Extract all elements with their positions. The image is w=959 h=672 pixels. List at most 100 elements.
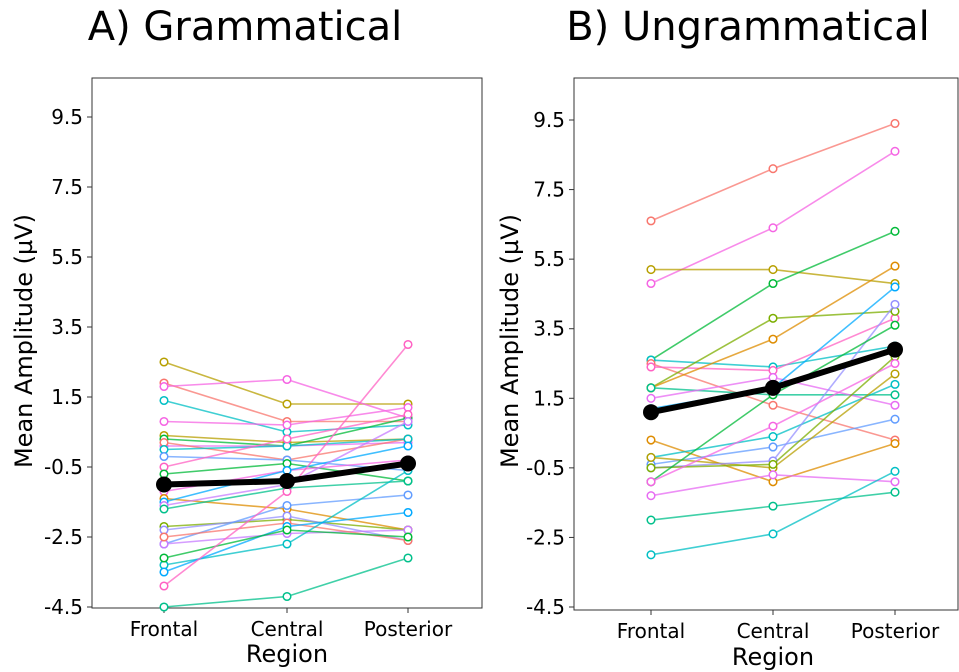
panel-b-participant-point: [890, 226, 900, 236]
panel-a-participant-point: [282, 525, 292, 535]
panel-a-participant-point: [282, 434, 292, 444]
panel-b-y-tick-label: 5.5: [533, 247, 565, 271]
panel-a-participant-point: [159, 381, 169, 392]
panel-b-participant-series: [646, 313, 900, 376]
panel-a-participant-point: [159, 504, 169, 514]
panel-a-participant-point: [403, 532, 413, 542]
panel-a-participant-point: [403, 507, 413, 518]
panel-a-x-axis: Frontal Central Posterior: [130, 608, 453, 641]
panel-a-participant-series: [159, 525, 413, 563]
panel-b-participant-point: [646, 265, 656, 275]
panel-b-participant-point: [890, 146, 900, 156]
panel-a-participant-series: [159, 374, 413, 423]
panel-b-participant-point: [768, 334, 778, 344]
panel-a-participant-point: [159, 567, 169, 577]
panel-a-participant-point: [282, 591, 292, 602]
panel-a-participant-point: [159, 581, 169, 591]
panel-a-participant-point: [159, 395, 169, 406]
panel-b-y-tick-label: -4.5: [526, 595, 565, 619]
panel-b-participant-point: [768, 223, 778, 233]
panel-b-plot-frame: [573, 77, 959, 611]
panel-b-participant-series: [646, 372, 900, 410]
panel-b-participant-point: [890, 487, 900, 497]
panel-a-y-tick-label: -0.5: [44, 455, 83, 479]
panel-a-participant-point: [403, 416, 413, 427]
panel-b-title: B) Ungrammatical: [566, 4, 930, 50]
panel-b-participant-series: [646, 435, 900, 487]
panel-b: B) Ungrammatical Mean Amplitude (µV) Reg…: [496, 4, 959, 671]
panel-b-participant-point: [890, 414, 900, 424]
panel-b-participant-point: [646, 362, 656, 372]
panel-b-participant-point: [768, 432, 778, 442]
panel-b-x-tick-label: Posterior: [851, 619, 940, 643]
panel-a-participant-point: [159, 357, 169, 367]
panel-b-participant-point: [768, 529, 778, 539]
panel-b-y-tick-label: 1.5: [533, 386, 565, 410]
panel-b-participant-point: [890, 299, 900, 309]
panel-b-participant-point: [890, 261, 900, 271]
panel-b-participant-point: [890, 379, 900, 389]
panel-b-participant-point: [646, 515, 656, 525]
panel-a-participant-series: [159, 402, 413, 430]
panel-b-participant-point: [890, 118, 900, 129]
panel-b-participant-point: [646, 383, 656, 393]
panel-b-participant-point: [646, 216, 656, 226]
panel-b-y-tick-label: -0.5: [526, 456, 565, 480]
panel-b-participant-point: [890, 358, 900, 369]
panel-b-participant-point: [768, 164, 778, 174]
panel-b-participant-series: [646, 487, 900, 525]
panel-a-participant-point: [403, 339, 413, 350]
panel-b-participant-point: [890, 466, 900, 476]
panel-b-mean-point: [643, 404, 659, 421]
panel-a-participant-point: [282, 500, 292, 511]
panel-b-participant-point: [646, 477, 656, 487]
panel-a-participant-series: [159, 339, 413, 591]
panel-b-participant-point: [646, 393, 656, 403]
panel-b-mean-point: [887, 341, 903, 358]
panel-b-participant-point: [768, 459, 778, 469]
panel-b-participant-point: [768, 421, 778, 431]
panel-a-mean-point: [279, 473, 295, 489]
panel-b-x-axis: Frontal Central Posterior: [617, 610, 940, 643]
panel-b-participant-point: [768, 265, 778, 275]
panel-a-participant-series: [159, 553, 413, 612]
panel-b-participant-point: [768, 400, 778, 410]
panel-b-participant-series: [646, 466, 900, 560]
panel-a-y-tick-label: 3.5: [51, 315, 83, 339]
panel-a-participant-point: [159, 416, 169, 427]
panel-a-x-axis-title: Region: [246, 640, 328, 668]
panel-a-participant-point: [159, 553, 169, 563]
panel-b-y-axis-title: Mean Amplitude (µV): [496, 214, 524, 468]
panel-b-participant-point: [646, 550, 656, 560]
panel-b-participant-series: [646, 358, 900, 487]
panel-b-x-tick-label: Frontal: [617, 619, 685, 643]
panel-a-y-tick-label: -4.5: [44, 595, 83, 619]
panel-b-participant-point: [890, 477, 900, 487]
panel-a-y-tick-label: -2.5: [44, 525, 83, 549]
panel-b-participant-point: [768, 442, 778, 452]
panel-a-participant-series: [159, 409, 413, 472]
panel-a-y-tick-label: 1.5: [51, 385, 83, 409]
panel-b-y-tick-label: 7.5: [533, 178, 565, 202]
panel-b-participant-point: [768, 313, 778, 323]
panel-a-title: A) Grammatical: [88, 4, 403, 50]
panel-b-participant-point: [646, 491, 656, 501]
panel-a-participant-point: [282, 539, 292, 549]
panel-a-participant-point: [403, 441, 413, 451]
panel-a-participant-series: [159, 511, 413, 546]
panel-b-participant-point: [890, 400, 900, 410]
panel-a-y-tick-label: 5.5: [51, 245, 83, 269]
panel-a-participant-series: [159, 357, 413, 409]
panel-a-participant-point: [159, 602, 169, 612]
panel-a-y-tick-label: 7.5: [51, 175, 83, 199]
panel-a-mean-line: [156, 455, 416, 493]
panel-b-participant-point: [890, 369, 900, 379]
panel-b-participant-point: [890, 438, 900, 449]
panel-b-participant-series: [646, 146, 900, 289]
panel-a-participant-point: [282, 399, 292, 409]
panel-b-participant-point: [646, 435, 656, 445]
panel-b-y-axis: 9.5 7.5 5.5 3.5 1.5 -0.5 -2.5 -4.5: [526, 108, 574, 619]
panel-a-participant-point: [282, 374, 292, 385]
panel-b-participant-point: [646, 278, 656, 289]
